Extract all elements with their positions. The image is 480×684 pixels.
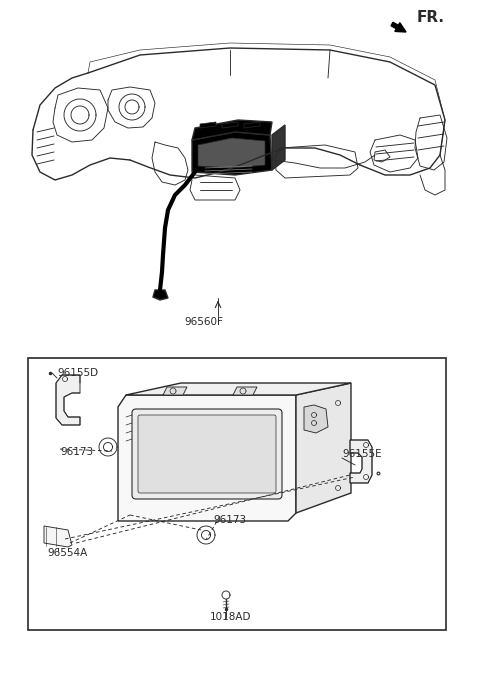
Polygon shape <box>126 383 351 395</box>
Polygon shape <box>153 290 168 300</box>
Polygon shape <box>56 375 80 425</box>
FancyBboxPatch shape <box>132 409 282 499</box>
Polygon shape <box>44 526 72 547</box>
Polygon shape <box>200 122 216 128</box>
Text: 96173: 96173 <box>60 447 93 457</box>
Polygon shape <box>272 125 285 170</box>
Polygon shape <box>374 150 390 162</box>
Text: FR.: FR. <box>417 10 445 25</box>
FancyBboxPatch shape <box>138 415 276 493</box>
Text: 96173: 96173 <box>213 515 246 525</box>
Polygon shape <box>233 387 257 395</box>
Polygon shape <box>304 405 328 433</box>
Polygon shape <box>198 138 265 168</box>
Polygon shape <box>244 122 260 128</box>
Polygon shape <box>222 122 238 128</box>
Polygon shape <box>192 120 272 140</box>
Polygon shape <box>118 395 296 521</box>
Bar <box>28 358 446 630</box>
Polygon shape <box>296 383 351 513</box>
Polygon shape <box>163 387 187 395</box>
Text: 96554A: 96554A <box>47 548 87 558</box>
Polygon shape <box>350 440 372 483</box>
Text: 96155E: 96155E <box>342 449 382 459</box>
FancyArrow shape <box>391 23 406 32</box>
Polygon shape <box>192 132 272 175</box>
Text: 96155D: 96155D <box>57 368 98 378</box>
Text: 1018AD: 1018AD <box>210 612 252 622</box>
Text: 96560F: 96560F <box>185 317 223 327</box>
